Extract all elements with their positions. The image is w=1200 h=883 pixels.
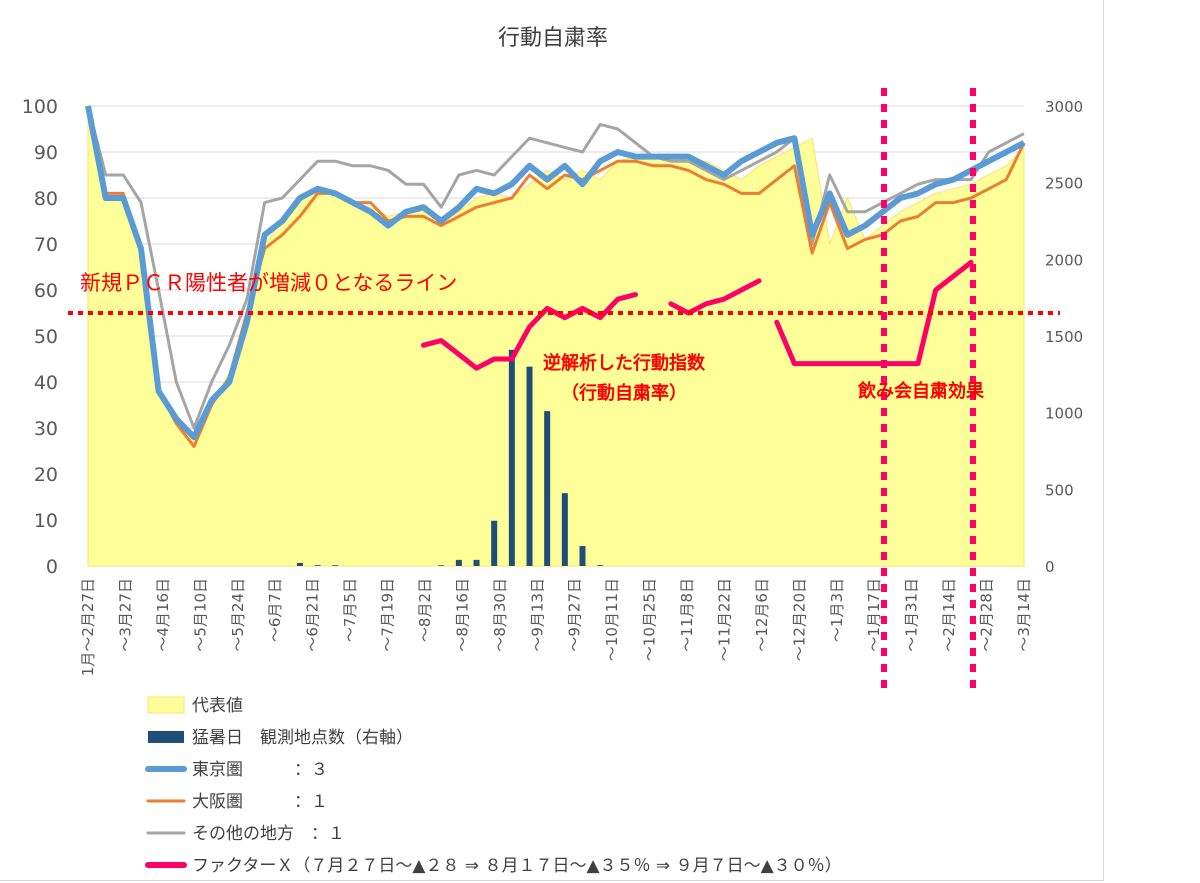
- x-tick-label: ～12月20日: [790, 578, 808, 661]
- x-tick-label: ～11月8日: [678, 578, 696, 652]
- legend-swatch: [148, 731, 184, 743]
- heat-day-bar: [332, 565, 339, 566]
- x-tick-label: ～1月31日: [903, 578, 921, 652]
- right-tick-label: 2500: [1045, 175, 1083, 193]
- heat-day-bar: [508, 349, 515, 566]
- x-tick-label: ～2月14日: [940, 578, 958, 652]
- chart-frame: [0, 0, 1104, 881]
- x-tick-label: ～4月16日: [154, 578, 172, 652]
- zero-growth-line: [68, 88, 1060, 696]
- x-axis: 1月～2月27日 ～3月27日 ～4月16日 ～5月10日 ～5月24日 ～6月7日 ～6月…: [79, 578, 1033, 676]
- chart-title: 行動自粛率: [498, 26, 608, 51]
- left-tick-label: 40: [34, 372, 58, 394]
- factor-x-line: [421, 259, 974, 371]
- left-tick-label: 30: [34, 418, 58, 440]
- heat-day-bar: [296, 562, 303, 566]
- factor-x-segment: [774, 259, 974, 367]
- x-tick-label: ～9月13日: [528, 578, 546, 652]
- factor-x-segment: [421, 292, 638, 371]
- left-tick-label: 50: [34, 326, 58, 348]
- x-tick-label: ～5月10日: [191, 578, 209, 652]
- x-tick-label: ～6月21日: [304, 578, 322, 652]
- heat-day-bar: [544, 411, 551, 566]
- heat-day-bar: [491, 520, 498, 566]
- x-tick-label: ～12月6日: [753, 578, 771, 652]
- behavior-index-label: 逆解析した行動指数: [543, 352, 706, 374]
- x-tick-label: ～6月7日: [266, 578, 284, 642]
- party-effect-label: 飲み会自粛効果: [857, 380, 985, 402]
- x-tick-label: ～11月22日: [715, 578, 733, 661]
- x-tick-label: ～2月28日: [978, 578, 996, 652]
- left-tick-label: 60: [34, 280, 58, 302]
- heat-day-bars: [296, 349, 604, 566]
- left-axis: 0 10 20 30 40 50 60 70 80 90 100: [22, 96, 58, 578]
- x-tick-label: ～8月16日: [453, 578, 471, 652]
- legend-label: その他の地方 ：１: [192, 824, 345, 844]
- heat-day-bar: [597, 565, 604, 566]
- legend-label: 代表値: [192, 696, 243, 716]
- heat-day-bar: [455, 559, 462, 566]
- right-tick-label: 500: [1045, 481, 1074, 499]
- heat-day-bar: [579, 546, 586, 566]
- left-tick-label: 100: [22, 96, 58, 118]
- x-tick-label: ～1月17日: [865, 578, 883, 652]
- x-tick-label: ～10月25日: [641, 578, 659, 661]
- left-tick-label: 90: [34, 142, 58, 164]
- left-tick-label: 0: [46, 556, 58, 578]
- x-tick-label: ～7月19日: [379, 578, 397, 652]
- behavior-index-label-2: （行動自粛率）: [561, 382, 687, 404]
- legend-label: 大阪圏 ：１: [192, 792, 328, 812]
- x-tick-label: ～7月5日: [341, 578, 359, 642]
- factor-x-segment: [668, 278, 762, 316]
- right-tick-label: 0: [1045, 558, 1055, 576]
- left-tick-label: 20: [34, 464, 58, 486]
- region-lines: [85, 105, 1026, 448]
- heat-day-bar: [314, 565, 321, 566]
- right-tick-label: 2000: [1045, 251, 1083, 269]
- x-tick-label: ～10月11日: [603, 578, 621, 661]
- x-tick-label: ～5月24日: [229, 578, 247, 652]
- right-tick-label: 1500: [1045, 328, 1083, 346]
- right-tick-label: 1000: [1045, 405, 1083, 423]
- left-tick-label: 70: [34, 234, 58, 256]
- tokyo-line: [85, 105, 1026, 441]
- zero-growth-label: 新規ＰＣＲ陽性者が増減０となるライン: [80, 271, 457, 295]
- x-tick-label: ～3月27日: [116, 578, 134, 652]
- heat-day-bar: [526, 366, 533, 566]
- heat-day-bar: [438, 565, 445, 566]
- legend-label: 猛暑日 観測地点数（右軸）: [192, 728, 413, 748]
- right-axis: 0 500 1000 1500 2000 2500 3000: [1045, 98, 1083, 576]
- x-tick-label: ～8月30日: [491, 578, 509, 652]
- heat-day-bar: [561, 493, 568, 566]
- x-tick-label: 1月～2月27日: [79, 578, 97, 676]
- legend-label: ファクターＸ（７月２７日～▲２８ ⇒ ８月１７日～▲３５％ ⇒ ９月７日～▲３０…: [192, 856, 842, 876]
- legend-swatch: [147, 696, 185, 714]
- x-tick-label: ～9月27日: [566, 578, 584, 652]
- legend-label: 東京圏 ：３: [192, 760, 328, 780]
- heat-day-bar: [473, 559, 480, 566]
- x-tick-label: ～1月3日: [828, 578, 846, 642]
- x-tick-label: ～8月2日: [416, 578, 434, 642]
- left-tick-label: 80: [34, 188, 58, 210]
- left-tick-label: 10: [34, 510, 58, 532]
- x-tick-label: ～3月14日: [1015, 578, 1033, 652]
- right-tick-label: 3000: [1045, 98, 1083, 116]
- other-region-line: [86, 105, 1025, 430]
